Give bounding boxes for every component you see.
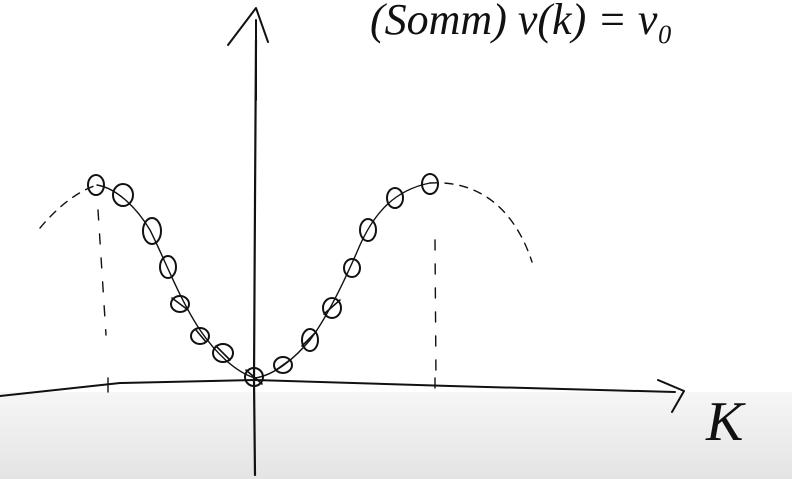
x-axis [0, 379, 676, 397]
x-axis-arrow [657, 379, 685, 413]
curve-dashed [39, 182, 533, 263]
sample-points [87, 173, 439, 387]
y-axis [252, 38, 258, 477]
axis-label: K [705, 391, 746, 453]
bottom-shade [0, 392, 792, 479]
tick [107, 377, 436, 393]
y-axis-arrow [227, 7, 269, 101]
equation: (Somm) v(k) = v₀ [370, 0, 673, 44]
zone-boundary [97, 209, 437, 383]
point-marks [171, 297, 341, 385]
